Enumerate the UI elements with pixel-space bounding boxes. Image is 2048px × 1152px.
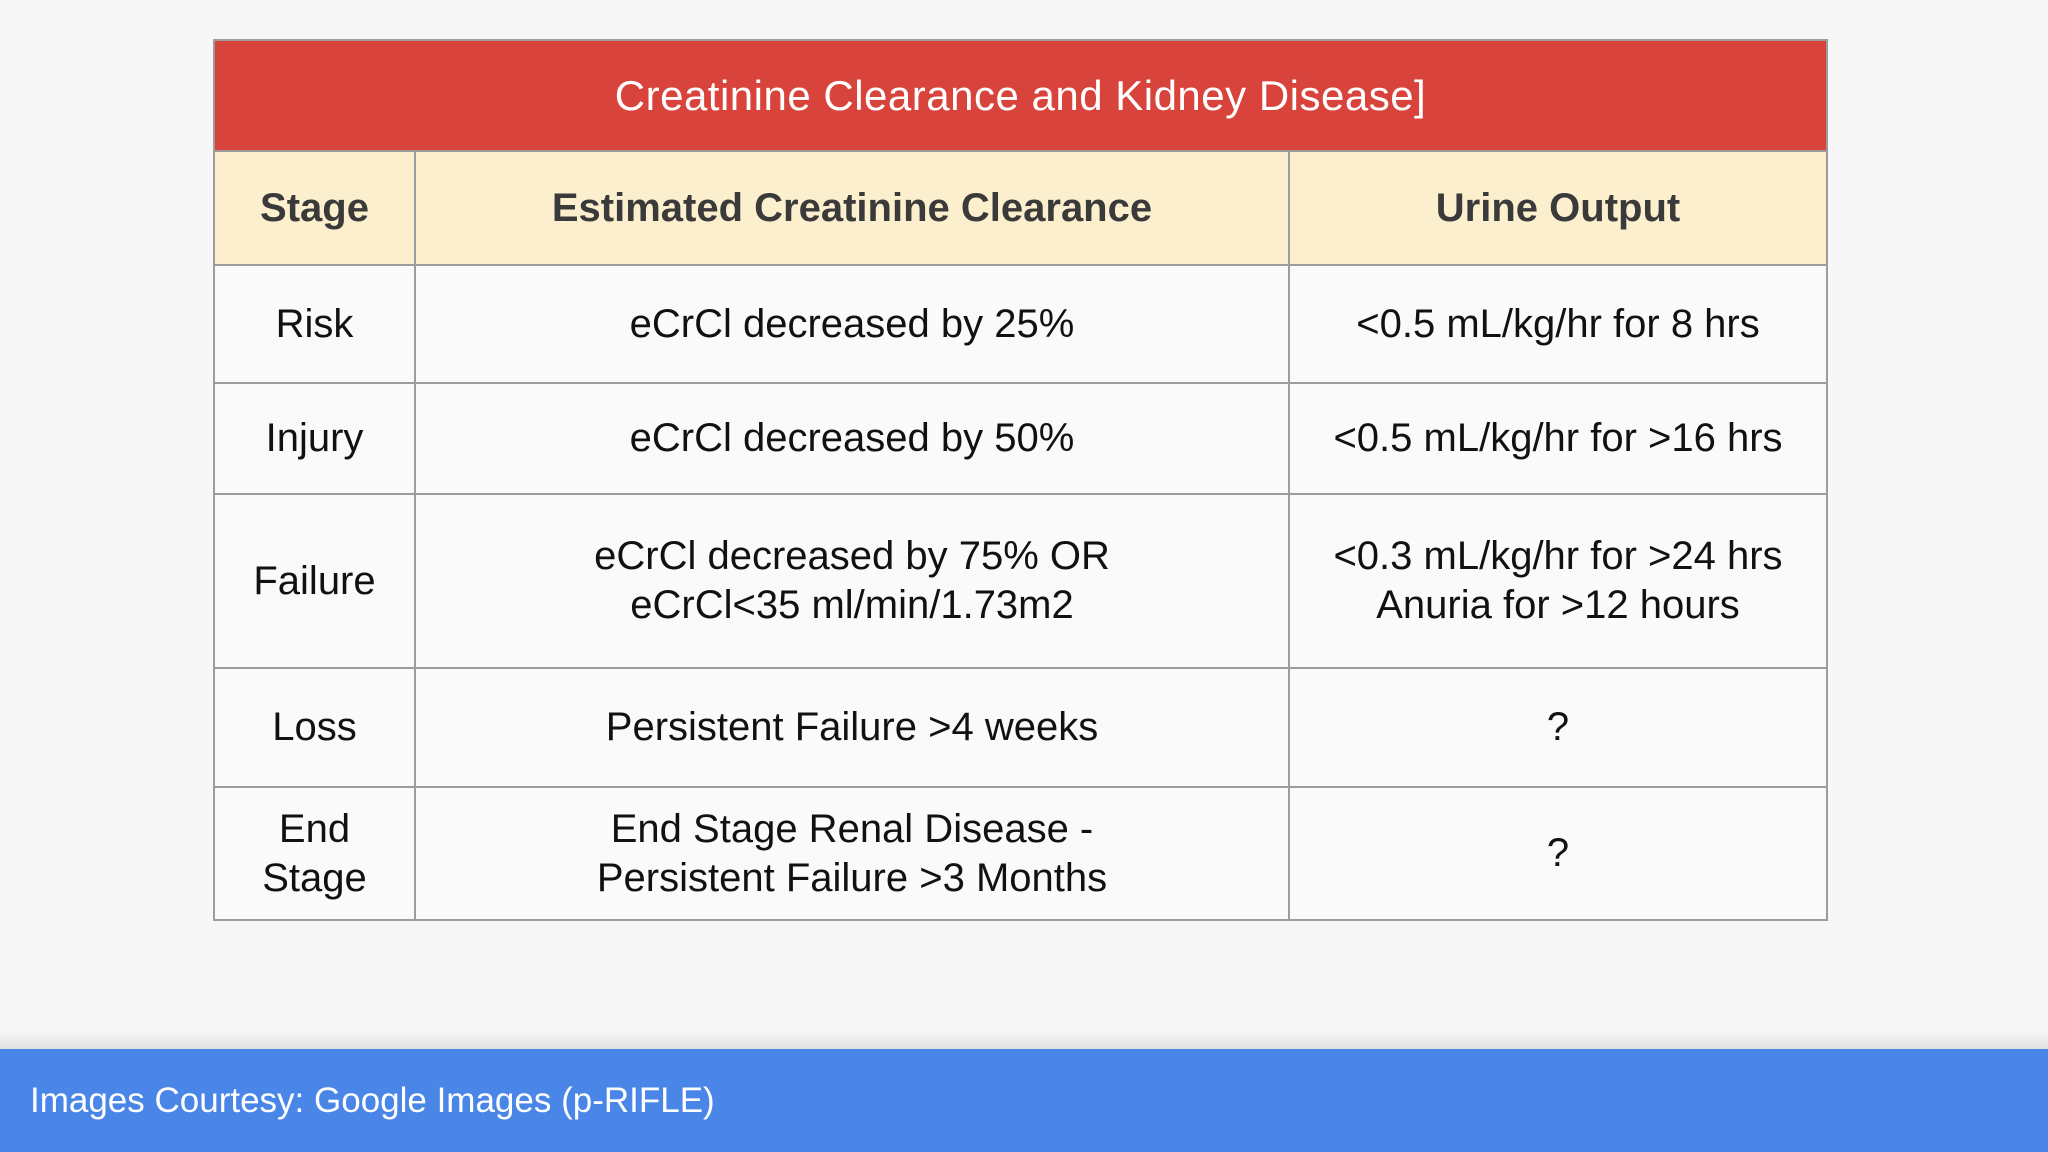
column-header-urine-output: Urine Output	[1288, 150, 1828, 266]
table-body: Risk eCrCl decreased by 25% <0.5 mL/kg/hr …	[213, 264, 1828, 921]
stage-cell: Loss	[213, 667, 416, 788]
table-header-row: Stage Estimated Creatinine Clearance Uri…	[213, 150, 1828, 266]
column-header-ecrcl: Estimated Creatinine Clearance	[414, 150, 1290, 266]
table-row: Risk eCrCl decreased by 25% <0.5 mL/kg/hr …	[213, 264, 1828, 384]
table-row: Failure eCrCl decreased by 75% OR eCrCl<3…	[213, 493, 1828, 669]
credits-text: Images Courtesy: Google Images (p-RIFLE)	[30, 1080, 715, 1120]
ecrcl-cell: eCrCl decreased by 25%	[414, 264, 1290, 384]
table-row: Loss Persistent Failure >4 weeks?	[213, 667, 1828, 788]
stage-cell: End Stage	[213, 786, 416, 921]
stage-cell: Risk	[213, 264, 416, 384]
table-title-row: Creatinine Clearance and Kidney Disease]	[213, 39, 1828, 152]
stage-cell: Injury	[213, 382, 416, 495]
urine-output-cell: ?	[1288, 667, 1828, 788]
column-header-stage: Stage	[213, 150, 416, 266]
stage-cell: Failure	[213, 493, 416, 669]
ecrcl-cell: eCrCl decreased by 75% OR eCrCl<35 ml/mi…	[414, 493, 1290, 669]
table-row: End Stage End Stage Renal Disease - Persi…	[213, 786, 1828, 921]
urine-output-cell: <0.5 mL/kg/hr for 8 hrs	[1288, 264, 1828, 384]
ecrcl-cell: Persistent Failure >4 weeks	[414, 667, 1290, 788]
ecrcl-cell: eCrCl decreased by 50%	[414, 382, 1290, 495]
table-title: Creatinine Clearance and Kidney Disease]	[213, 39, 1828, 152]
urine-output-cell: <0.3 mL/kg/hr for >24 hrs Anuria for >12…	[1288, 493, 1828, 669]
rifle-criteria-table: Creatinine Clearance and Kidney Disease]…	[213, 39, 1828, 921]
urine-output-cell: ?	[1288, 786, 1828, 921]
ecrcl-cell: End Stage Renal Disease - Persistent Fai…	[414, 786, 1290, 921]
footer-shadow	[0, 1031, 2048, 1049]
credits-bar: Images Courtesy: Google Images (p-RIFLE)	[0, 1049, 2048, 1152]
table-row: Injury eCrCl decreased by 50% <0.5 mL/kg/h…	[213, 382, 1828, 495]
urine-output-cell: <0.5 mL/kg/hr for >16 hrs	[1288, 382, 1828, 495]
